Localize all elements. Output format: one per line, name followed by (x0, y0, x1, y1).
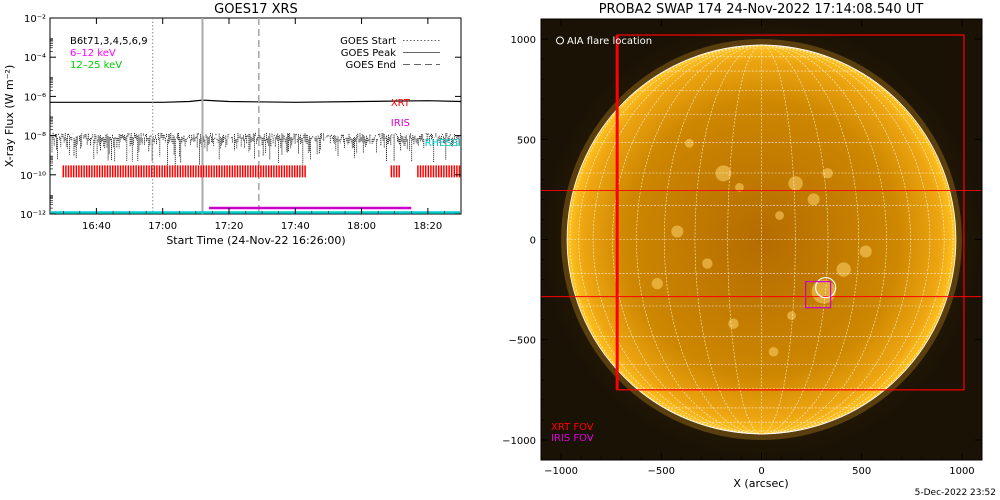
goes-xtick-label-3: 17:40 (281, 221, 310, 232)
xrt-interval-1 (390, 165, 400, 178)
flare-location-circle (815, 276, 837, 299)
longitude-line (694, 44, 762, 435)
longitude-line (592, 44, 762, 435)
goes-ytick-label-3: 10⁻⁶ (24, 92, 46, 103)
longitude-line (578, 44, 762, 435)
bright-region-10 (775, 211, 784, 220)
swap-x-axis-label: X (arcsec) (733, 477, 788, 490)
goes-x-axis-label: Start Time (24-Nov-22 16:26:00) (166, 234, 345, 247)
bright-region-1 (735, 182, 744, 192)
iris-fov-box (804, 280, 832, 309)
bright-region-9 (651, 277, 663, 290)
goes-ytick-label-2: 10⁻⁸ (24, 132, 46, 143)
longitude-line (636, 44, 762, 435)
bright-region-15 (787, 311, 796, 321)
swap-xtick-label-0: −1000 (544, 466, 578, 477)
swap-xtick-label-1: −500 (648, 466, 675, 477)
goes-legend-left-0: B6t71,3,4,5,6,9 (70, 36, 148, 47)
swap-ytick-label-4: 1000 (511, 35, 536, 46)
swap-xtick-label-4: 1000 (949, 466, 974, 477)
longitude-line (664, 44, 762, 435)
bright-region-7 (811, 279, 836, 304)
swap-ytick-label-1: −500 (509, 336, 536, 347)
goes-chart-title: GOES17 XRS (214, 2, 298, 17)
heliographic-grid (567, 44, 956, 435)
bright-region-8 (836, 262, 851, 277)
goes-legend-left-1: 6–12 keV (70, 48, 116, 59)
goes-ytick-label-5: 10⁻² (24, 14, 46, 25)
short-channel-series (51, 132, 460, 167)
goes-plot-frame (49, 17, 462, 215)
goes-ytick-label-0: 10⁻¹² (20, 210, 46, 221)
goes-series-layer: XRT IRIS RHESSI (50, 18, 462, 214)
goes-xrs-panel: GOES17 XRS X-ray Flux (W m⁻²) Start Time… (3, 2, 462, 247)
longitude-line (761, 44, 954, 435)
long-channel-series (50, 99, 462, 103)
swap-ytick-label-2: 0 (530, 236, 536, 247)
bright-region-0 (715, 165, 732, 182)
swap-image-panel: PROBA2 SWAP 174 24-Nov-2022 17:14:08.540… (502, 2, 983, 490)
goes-xtick-label-5: 18:20 (413, 221, 442, 232)
swap-ytick-label-3: 500 (517, 135, 536, 146)
longitude-line (761, 44, 859, 435)
swap-chart-title: PROBA2 SWAP 174 24-Nov-2022 17:14:08.540… (599, 2, 924, 17)
bright-region-12 (728, 318, 739, 329)
longitude-line (761, 44, 911, 435)
longitude-line (569, 44, 762, 435)
bright-region-11 (768, 346, 779, 357)
bright-region-14 (684, 138, 694, 148)
flare-legend-circle (556, 36, 564, 45)
bright-region-13 (859, 245, 872, 258)
longitude-line (761, 44, 887, 435)
bright-region-3 (807, 193, 820, 206)
bright-region-5 (671, 225, 684, 238)
swap-xtick-label-2: 0 (758, 466, 764, 477)
goes-legend-right-2: GOES End (346, 60, 396, 71)
swap-ytick-label-0: −1000 (502, 436, 536, 447)
iris-series-label: IRIS (391, 118, 410, 129)
goes-ytick-label-4: 10⁻⁴ (24, 53, 46, 64)
bright-region-6 (702, 258, 713, 269)
swap-overlay-layer (541, 34, 982, 391)
swap-flare-label: AIA flare location (567, 36, 652, 47)
footer-date: 5-Dec-2022 23:52 (915, 488, 996, 498)
swap-xtick-label-3: 500 (852, 466, 871, 477)
iris-fov-label: IRIS FOV (551, 433, 594, 444)
goes-xtick-label-1: 17:00 (148, 221, 177, 232)
solar-limb (566, 44, 957, 435)
xrt-fov-label: XRT FOV (551, 422, 594, 433)
longitude-line (727, 44, 762, 435)
bright-region-4 (822, 168, 833, 179)
longitude-line (761, 44, 829, 435)
goes-ytick-label-1: 10⁻¹⁰ (20, 171, 46, 182)
longitude-line (761, 44, 931, 435)
longitude-line (761, 44, 945, 435)
longitude-line (761, 44, 796, 435)
goes-legend-right-0: GOES Start (340, 36, 396, 47)
swap-image-layer (541, 19, 982, 460)
longitude-line (612, 44, 762, 435)
goes-xtick-label-2: 17:20 (215, 221, 244, 232)
swap-axes-layer: −1000 −500 0 500 1000 −1000 −500 0 500 1000 (502, 19, 982, 477)
xrt-interval-2 (417, 165, 461, 178)
goes-axes-layer: 10⁻¹² 10⁻¹⁰ 10⁻⁸ 10⁻⁶ 10⁻⁴ 10⁻² 16:40 17:00 17:2… (20, 14, 462, 232)
goes-xtick-label-0: 16:40 (82, 221, 111, 232)
xrt-series-label: XRT (391, 98, 411, 109)
xrt-interval-0 (62, 165, 306, 178)
goes-legend-left-2: 12–25 keV (70, 60, 122, 71)
goes-y-axis-label: X-ray Flux (W m⁻²) (3, 65, 16, 167)
rhessi-series-label: RHESSI (425, 138, 461, 149)
goes-legend-right-1: GOES Peak (341, 48, 396, 59)
goes-xtick-label-4: 18:00 (347, 221, 376, 232)
bright-region-2 (788, 176, 803, 191)
